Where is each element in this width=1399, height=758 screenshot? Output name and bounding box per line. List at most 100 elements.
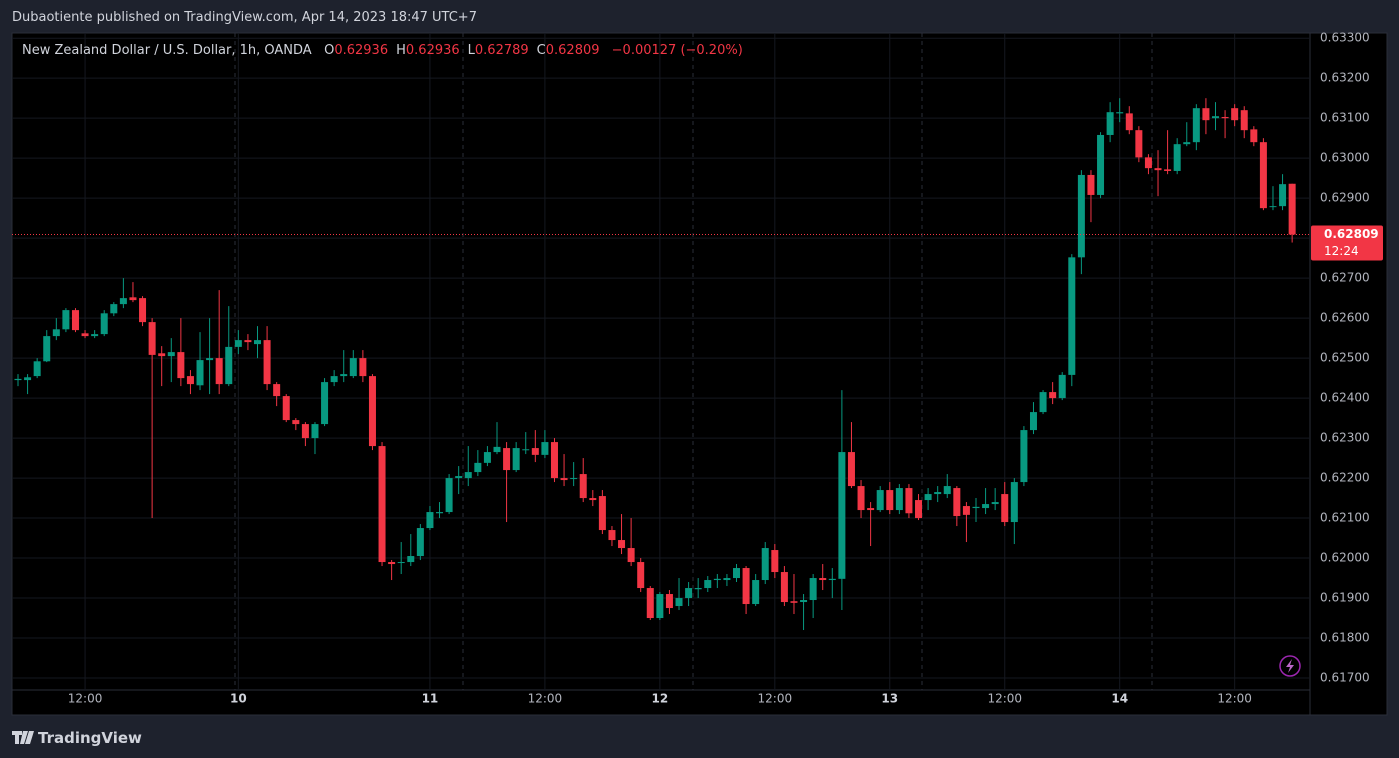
y-tick-label: 0.63100 [1320,111,1370,125]
legend: New Zealand Dollar / U.S. Dollar, 1h, OA… [22,43,743,58]
candle-body [464,472,472,479]
candle-body [1192,108,1200,143]
candle-body [215,358,223,385]
candle-body [292,420,300,425]
candle-body [598,496,606,531]
candle-body [493,446,501,453]
candle-body [809,578,817,601]
candle-body [1212,116,1219,119]
last-price-label: 0.62809 [1324,227,1379,241]
candle-body [244,340,252,343]
grid [12,33,1310,690]
y-tick-label: 0.62300 [1320,431,1370,445]
candle-body [186,376,194,385]
candle-body [301,424,309,439]
candle-body [589,498,597,501]
candle-body [867,508,875,511]
candle-body [886,490,894,511]
candle-body [119,298,127,305]
candle-body [1116,112,1124,114]
candle-body [321,382,329,425]
candle-body [62,310,70,330]
candle-body [962,506,970,515]
field-value: 0.62936 [334,43,389,58]
candle-body [445,478,453,513]
candle-body [550,442,558,479]
candle-body [1058,374,1066,399]
candle-body [71,310,79,331]
alert-icon[interactable] [1279,655,1301,677]
candle-body [1001,494,1009,523]
publisher-line: Dubaotiente published on TradingView.com… [12,10,477,25]
candle-body [14,378,22,381]
candle-body [1087,174,1095,195]
candle-body [1259,142,1267,209]
y-tick-label: 0.61800 [1320,631,1370,645]
candle-body [570,478,578,480]
x-tick-label: 14 [1111,692,1128,706]
candle-body [1221,116,1229,119]
candle-body [206,358,214,361]
candle-body [263,340,271,385]
candle-body [349,358,357,377]
candles [14,98,1296,631]
candle-body [340,374,348,377]
candle-body [675,598,683,607]
candle-body [1173,144,1181,171]
candle-body [1077,174,1085,258]
y-tick-label: 0.62900 [1320,191,1370,205]
candle-body [388,562,396,565]
candle-body [1231,108,1239,121]
field-key: L [467,43,475,58]
brand: TradingView [38,729,142,747]
x-tick-label: 12:00 [68,692,103,706]
candle-body [359,358,367,377]
y-tick-label: 0.61700 [1320,671,1370,685]
x-tick-label: 13 [881,692,898,706]
symbol: New Zealand Dollar / U.S. Dollar, 1h, OA… [22,43,312,58]
candle-body [483,452,491,463]
field-value: 0.62809 [545,43,600,58]
candle-body [234,340,242,347]
candle-body [790,601,798,603]
candle-body [139,298,147,323]
candle-body [1106,112,1114,135]
candle-body [1202,108,1210,121]
y-tick-label: 0.63000 [1320,151,1370,165]
candle-body [771,550,779,573]
x-tick-label: 11 [422,692,439,706]
candle-body [436,512,444,514]
candle-body [828,578,836,581]
candle-body [637,562,645,589]
candle-body [426,512,434,529]
candle-body [857,486,865,511]
candle-body [52,329,60,337]
candle-body [43,336,51,362]
candle-body [608,530,616,541]
candle-body [311,424,319,439]
y-tick-label: 0.63300 [1320,31,1370,45]
field-key: O [324,43,335,58]
candle-body [627,548,635,563]
candle-body [1020,430,1028,483]
candle-body [254,340,261,345]
field-value: 0.62789 [474,43,529,58]
y-tick-label: 0.62200 [1320,471,1370,485]
alert-icon-bolt [1286,659,1294,673]
candle-body [177,352,185,379]
candle-body [560,478,568,481]
candle-body [991,502,999,505]
candle-body [733,568,740,579]
last-price-box [1311,225,1383,261]
candle-body [474,462,482,473]
candle-body [512,448,520,471]
candle-body [158,353,166,357]
candle-body [397,562,405,564]
candle-body [1039,392,1047,413]
candle-body [378,446,386,563]
candle-body [1250,129,1258,143]
candle-body [800,600,808,603]
candle-body [541,442,549,455]
candle-body [579,474,587,499]
